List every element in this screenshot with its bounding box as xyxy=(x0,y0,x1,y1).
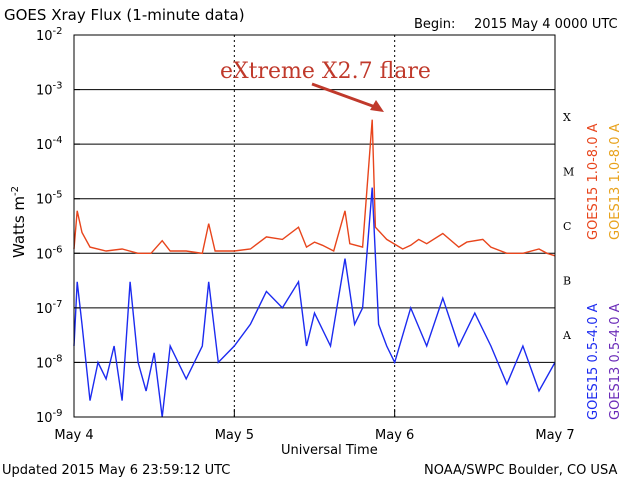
y-tick-label: 10-6 xyxy=(36,244,63,262)
annotation-arrowhead xyxy=(370,100,384,112)
flare-class-label: M xyxy=(563,165,574,178)
data-source: NOAA/SWPC Boulder, CO USA xyxy=(424,463,617,478)
plot-frame xyxy=(73,34,556,418)
y-tick-label: 10-8 xyxy=(36,353,63,371)
y-tick-label: 10-5 xyxy=(36,190,63,208)
y-tick-label: 10-7 xyxy=(36,299,63,317)
legend-entry: GOES13 1.0-8.0 A xyxy=(608,123,623,240)
series-layer xyxy=(73,119,556,418)
x-axis-label: Universal Time xyxy=(281,443,378,458)
x-tick-label: May 5 xyxy=(215,428,254,443)
flare-annotation: eXtreme X2.7 flare xyxy=(220,59,431,84)
y-tick-label: 10-4 xyxy=(36,135,63,153)
x-tick-label: May 6 xyxy=(375,428,414,443)
y-axis-ticks: 10-9 10-8 10-7 10-6 10-5 10-4 10-3 10-2 xyxy=(36,26,80,426)
flare-class-labels: A B C M X xyxy=(562,111,574,342)
x-axis-ticks: May 4 May 5 May 6 May 7 xyxy=(54,409,575,443)
y-axis-label: Watts m-2 xyxy=(10,186,28,258)
begin-value: 2015 May 4 0000 UTC xyxy=(474,17,618,32)
series-line xyxy=(73,119,556,257)
x-tick-label: May 4 xyxy=(54,428,93,443)
begin-label: Begin: xyxy=(414,17,455,32)
y-tick-label: 10-9 xyxy=(36,408,63,426)
flare-class-label: A xyxy=(562,329,572,342)
chart-title: GOES Xray Flux (1-minute data) xyxy=(4,6,245,24)
y-tick-label: 10-2 xyxy=(36,26,63,44)
legend-entry: GOES13 0.5-4.0 A xyxy=(608,303,623,420)
legend-entry: GOES15 0.5-4.0 A xyxy=(586,303,601,420)
x-tick-label: May 7 xyxy=(535,428,574,443)
flare-class-label: X xyxy=(563,111,571,124)
flare-class-label: B xyxy=(563,275,571,288)
annotation-arrow xyxy=(311,82,379,110)
y-tick-label: 10-3 xyxy=(36,81,63,99)
flare-class-label: C xyxy=(563,220,571,233)
updated-timestamp: Updated 2015 May 6 23:59:12 UTC xyxy=(2,463,230,478)
series-line xyxy=(73,187,556,418)
grid-lines xyxy=(74,35,555,417)
legend-entry: GOES15 1.0-8.0 A xyxy=(586,123,601,240)
legend: GOES15 1.0-8.0 A GOES13 1.0-8.0 A GOES15 0… xyxy=(586,123,623,420)
